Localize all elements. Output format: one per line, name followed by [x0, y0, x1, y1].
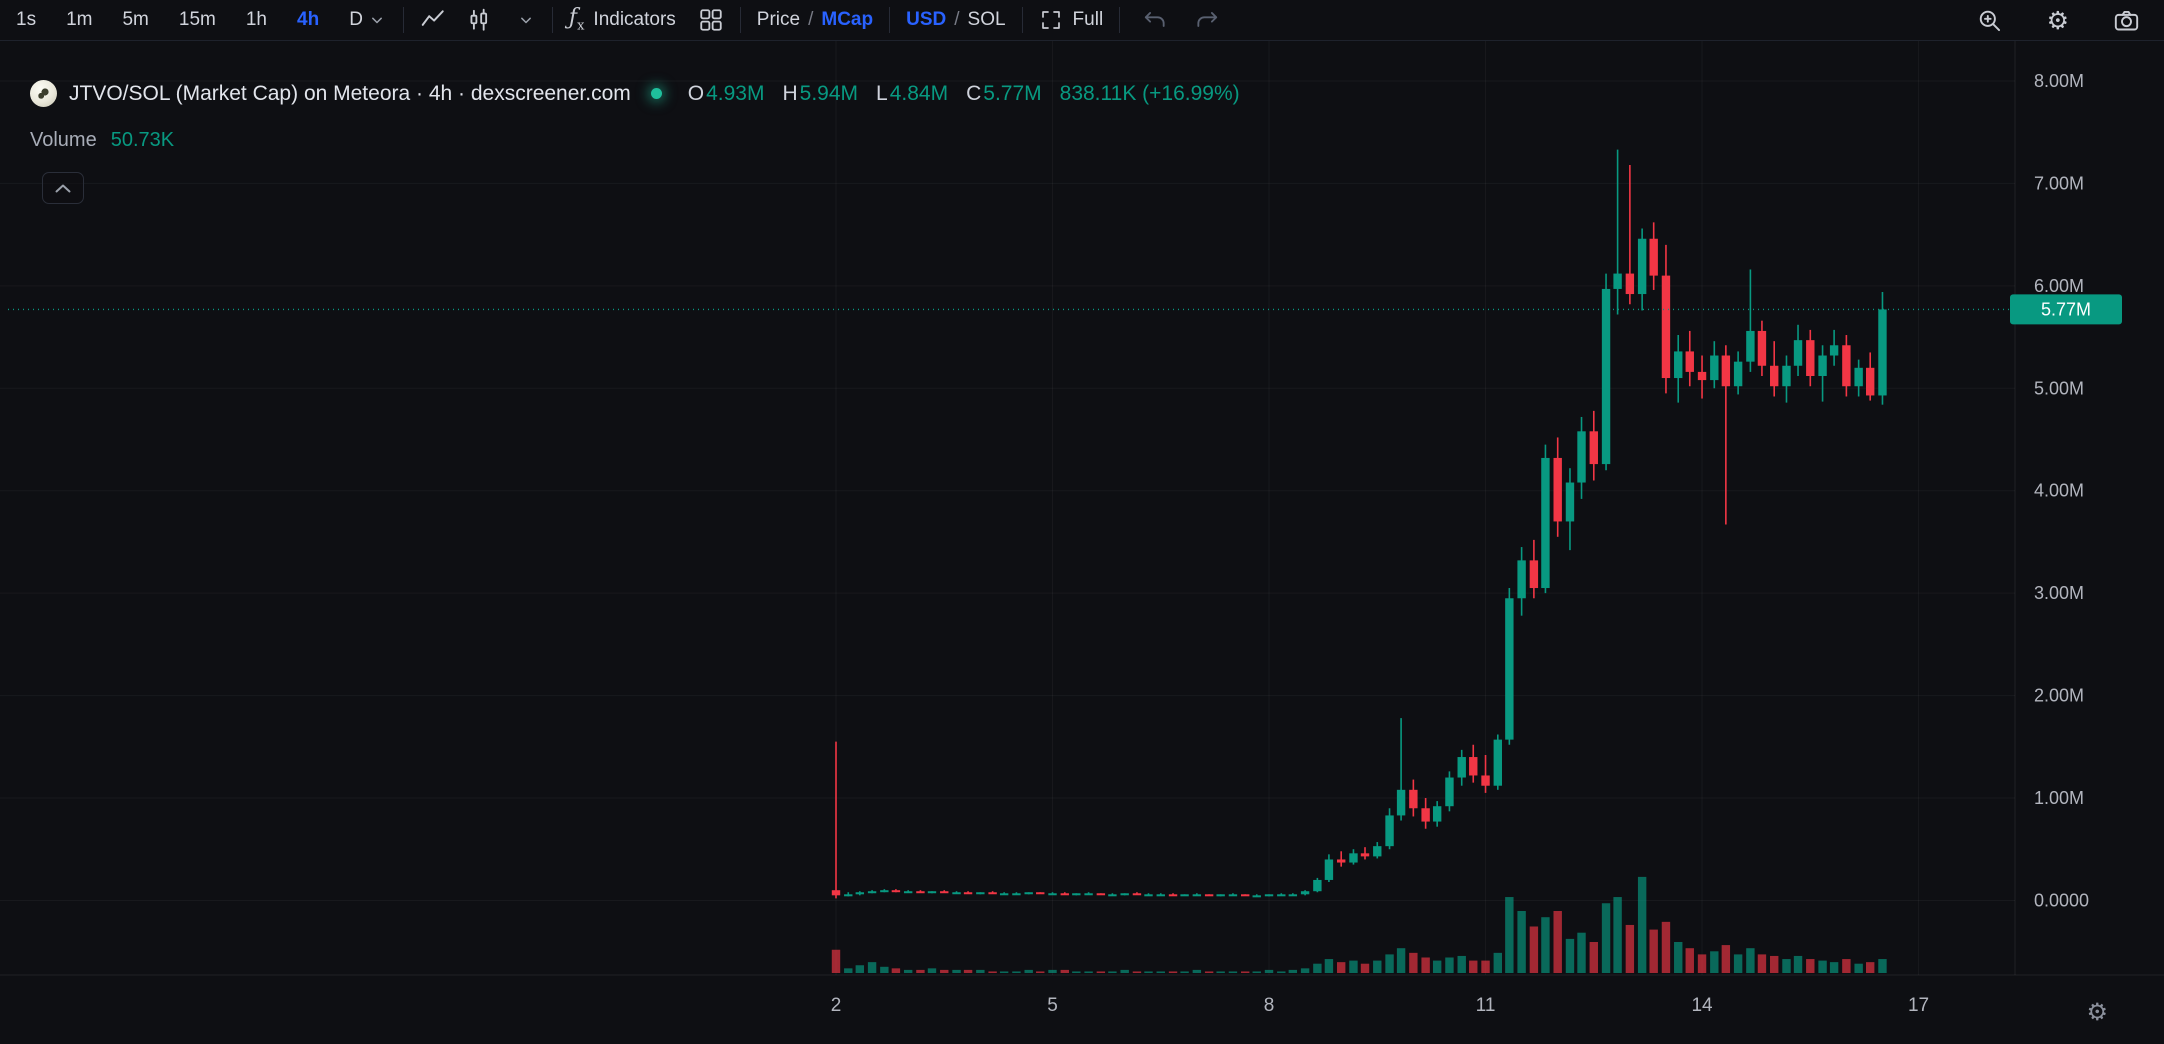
legend-title-row: JTVO/SOL (Market Cap) on Meteora · 4h · … — [30, 80, 1240, 107]
camera-snapshot-icon[interactable] — [2113, 5, 2140, 35]
svg-text:11: 11 — [1476, 995, 1496, 1016]
pane-settings-gear-icon[interactable]: ⚙ — [2086, 998, 2108, 1026]
toolbar-divider — [1119, 7, 1121, 33]
svg-text:5.77M: 5.77M — [2041, 299, 2091, 319]
ohlc-close: C 5.77M — [966, 82, 1042, 106]
ohlc-high: H 5.94M — [782, 82, 858, 106]
high-value: 5.94M — [799, 81, 859, 105]
fx-icon: ƒx — [568, 5, 585, 34]
svg-text:17: 17 — [1908, 995, 1929, 1016]
open-label: O — [687, 81, 705, 105]
svg-text:0.0000: 0.0000 — [2034, 890, 2089, 910]
volume-value: 50.73K — [110, 129, 175, 151]
svg-text:14: 14 — [1691, 995, 1713, 1016]
usd-option[interactable]: USD — [906, 9, 947, 30]
status-dot — [650, 88, 662, 99]
time-axis[interactable]: 2 5 8 11 14 17 — [831, 995, 1929, 1016]
toggle-slash: / — [954, 9, 960, 30]
redo-icon[interactable] — [1194, 5, 1220, 35]
close-label: C — [966, 81, 982, 105]
timeframe-button-1m[interactable]: 1m — [66, 9, 93, 30]
mcap-option[interactable]: MCap — [821, 9, 874, 30]
ohlc-open: O 4.93M — [688, 82, 765, 106]
timeframe-button-d[interactable]: D — [349, 9, 363, 30]
token-logo — [30, 80, 57, 107]
chart-legend: JTVO/SOL (Market Cap) on Meteora · 4h · … — [30, 80, 1240, 152]
undo-icon[interactable] — [1142, 5, 1168, 35]
toolbar-divider — [1021, 7, 1023, 33]
legend-volume-row: Volume 50.73K — [30, 129, 1240, 152]
fullscreen-icon — [1039, 5, 1063, 35]
low-label: L — [876, 81, 888, 105]
price-axis[interactable]: 8.00M 7.00M 6.00M 5.00M 4.00M 3.00M 2.00M 1.00M… — [2034, 71, 2089, 910]
chart-title: JTVO/SOL (Market Cap) on Meteora · 4h · … — [69, 81, 631, 105]
indicators-button[interactable]: ƒx Indicators — [568, 5, 676, 34]
price-option[interactable]: Price — [756, 9, 801, 30]
usd-sol-toggle: USD / SOL — [906, 9, 1005, 31]
svg-text:8.00M: 8.00M — [2034, 71, 2084, 91]
layout-grid-icon[interactable] — [698, 5, 724, 35]
timeframe-button-1h[interactable]: 1h — [245, 9, 267, 30]
volume-label: Volume — [30, 129, 97, 151]
svg-text:7.00M: 7.00M — [2034, 173, 2084, 193]
timeframe-button-1s[interactable]: 1s — [16, 9, 37, 30]
toolbar-divider — [551, 7, 553, 33]
svg-text:2.00M: 2.00M — [2034, 686, 2084, 706]
history-group — [1142, 5, 1220, 35]
svg-text:5.00M: 5.00M — [2034, 378, 2084, 398]
last-price-badge: 5.77M — [2010, 294, 2122, 325]
svg-text:2: 2 — [831, 995, 842, 1016]
ohlc-low: L 4.84M — [876, 82, 948, 106]
collapse-legend-button[interactable] — [42, 172, 84, 204]
timeframe-dropdown-chevron-icon[interactable] — [367, 5, 387, 35]
change-value: 838.11K (+16.99%) — [1059, 81, 1240, 105]
toolbar-right-icons: ⚙ — [1976, 5, 2148, 35]
volume-bars — [831, 876, 1887, 973]
high-label: H — [782, 81, 798, 105]
svg-text:8: 8 — [1264, 995, 1275, 1016]
timeframe-button-5m[interactable]: 5m — [122, 9, 149, 30]
toolbar-divider — [739, 7, 741, 33]
svg-text:4.00M: 4.00M — [2034, 481, 2084, 501]
toolbar-divider — [889, 7, 891, 33]
close-value: 5.77M — [983, 81, 1042, 105]
svg-text:3.00M: 3.00M — [2034, 583, 2084, 603]
low-value: 4.84M — [889, 81, 949, 105]
svg-text:6.00M: 6.00M — [2034, 276, 2084, 296]
toolbar-divider — [402, 7, 404, 33]
candlestick-chart-icon[interactable] — [466, 5, 492, 35]
open-value: 4.93M — [706, 81, 765, 105]
candles — [831, 149, 1887, 899]
fullscreen-label: Full — [1072, 9, 1104, 30]
grid-lines — [0, 41, 2015, 975]
line-chart-icon[interactable] — [420, 5, 446, 35]
zoom-magnifier-icon[interactable] — [1976, 5, 2003, 35]
price-mcap-toggle: Price / MCap — [757, 9, 873, 31]
svg-text:5: 5 — [1047, 995, 1058, 1016]
chevron-up-icon — [55, 184, 71, 192]
toggle-slash: / — [808, 9, 814, 30]
indicators-label: Indicators — [593, 8, 676, 30]
settings-gear-icon[interactable]: ⚙ — [2046, 5, 2069, 35]
top-toolbar: 1s 1m 5m 15m 1h 4h D ƒx Indicators — [0, 0, 2164, 41]
chart-style-group — [420, 5, 536, 35]
svg-text:1.00M: 1.00M — [2034, 788, 2084, 808]
fullscreen-button[interactable]: Full — [1039, 5, 1104, 35]
timeframe-button-15m[interactable]: 15m — [178, 9, 216, 30]
timeframe-group: 1s 1m 5m 15m 1h 4h D — [16, 9, 363, 31]
chart-style-chevron-icon[interactable] — [516, 5, 536, 35]
timeframe-button-4h[interactable]: 4h — [297, 9, 320, 30]
sol-option[interactable]: SOL — [967, 9, 1006, 30]
